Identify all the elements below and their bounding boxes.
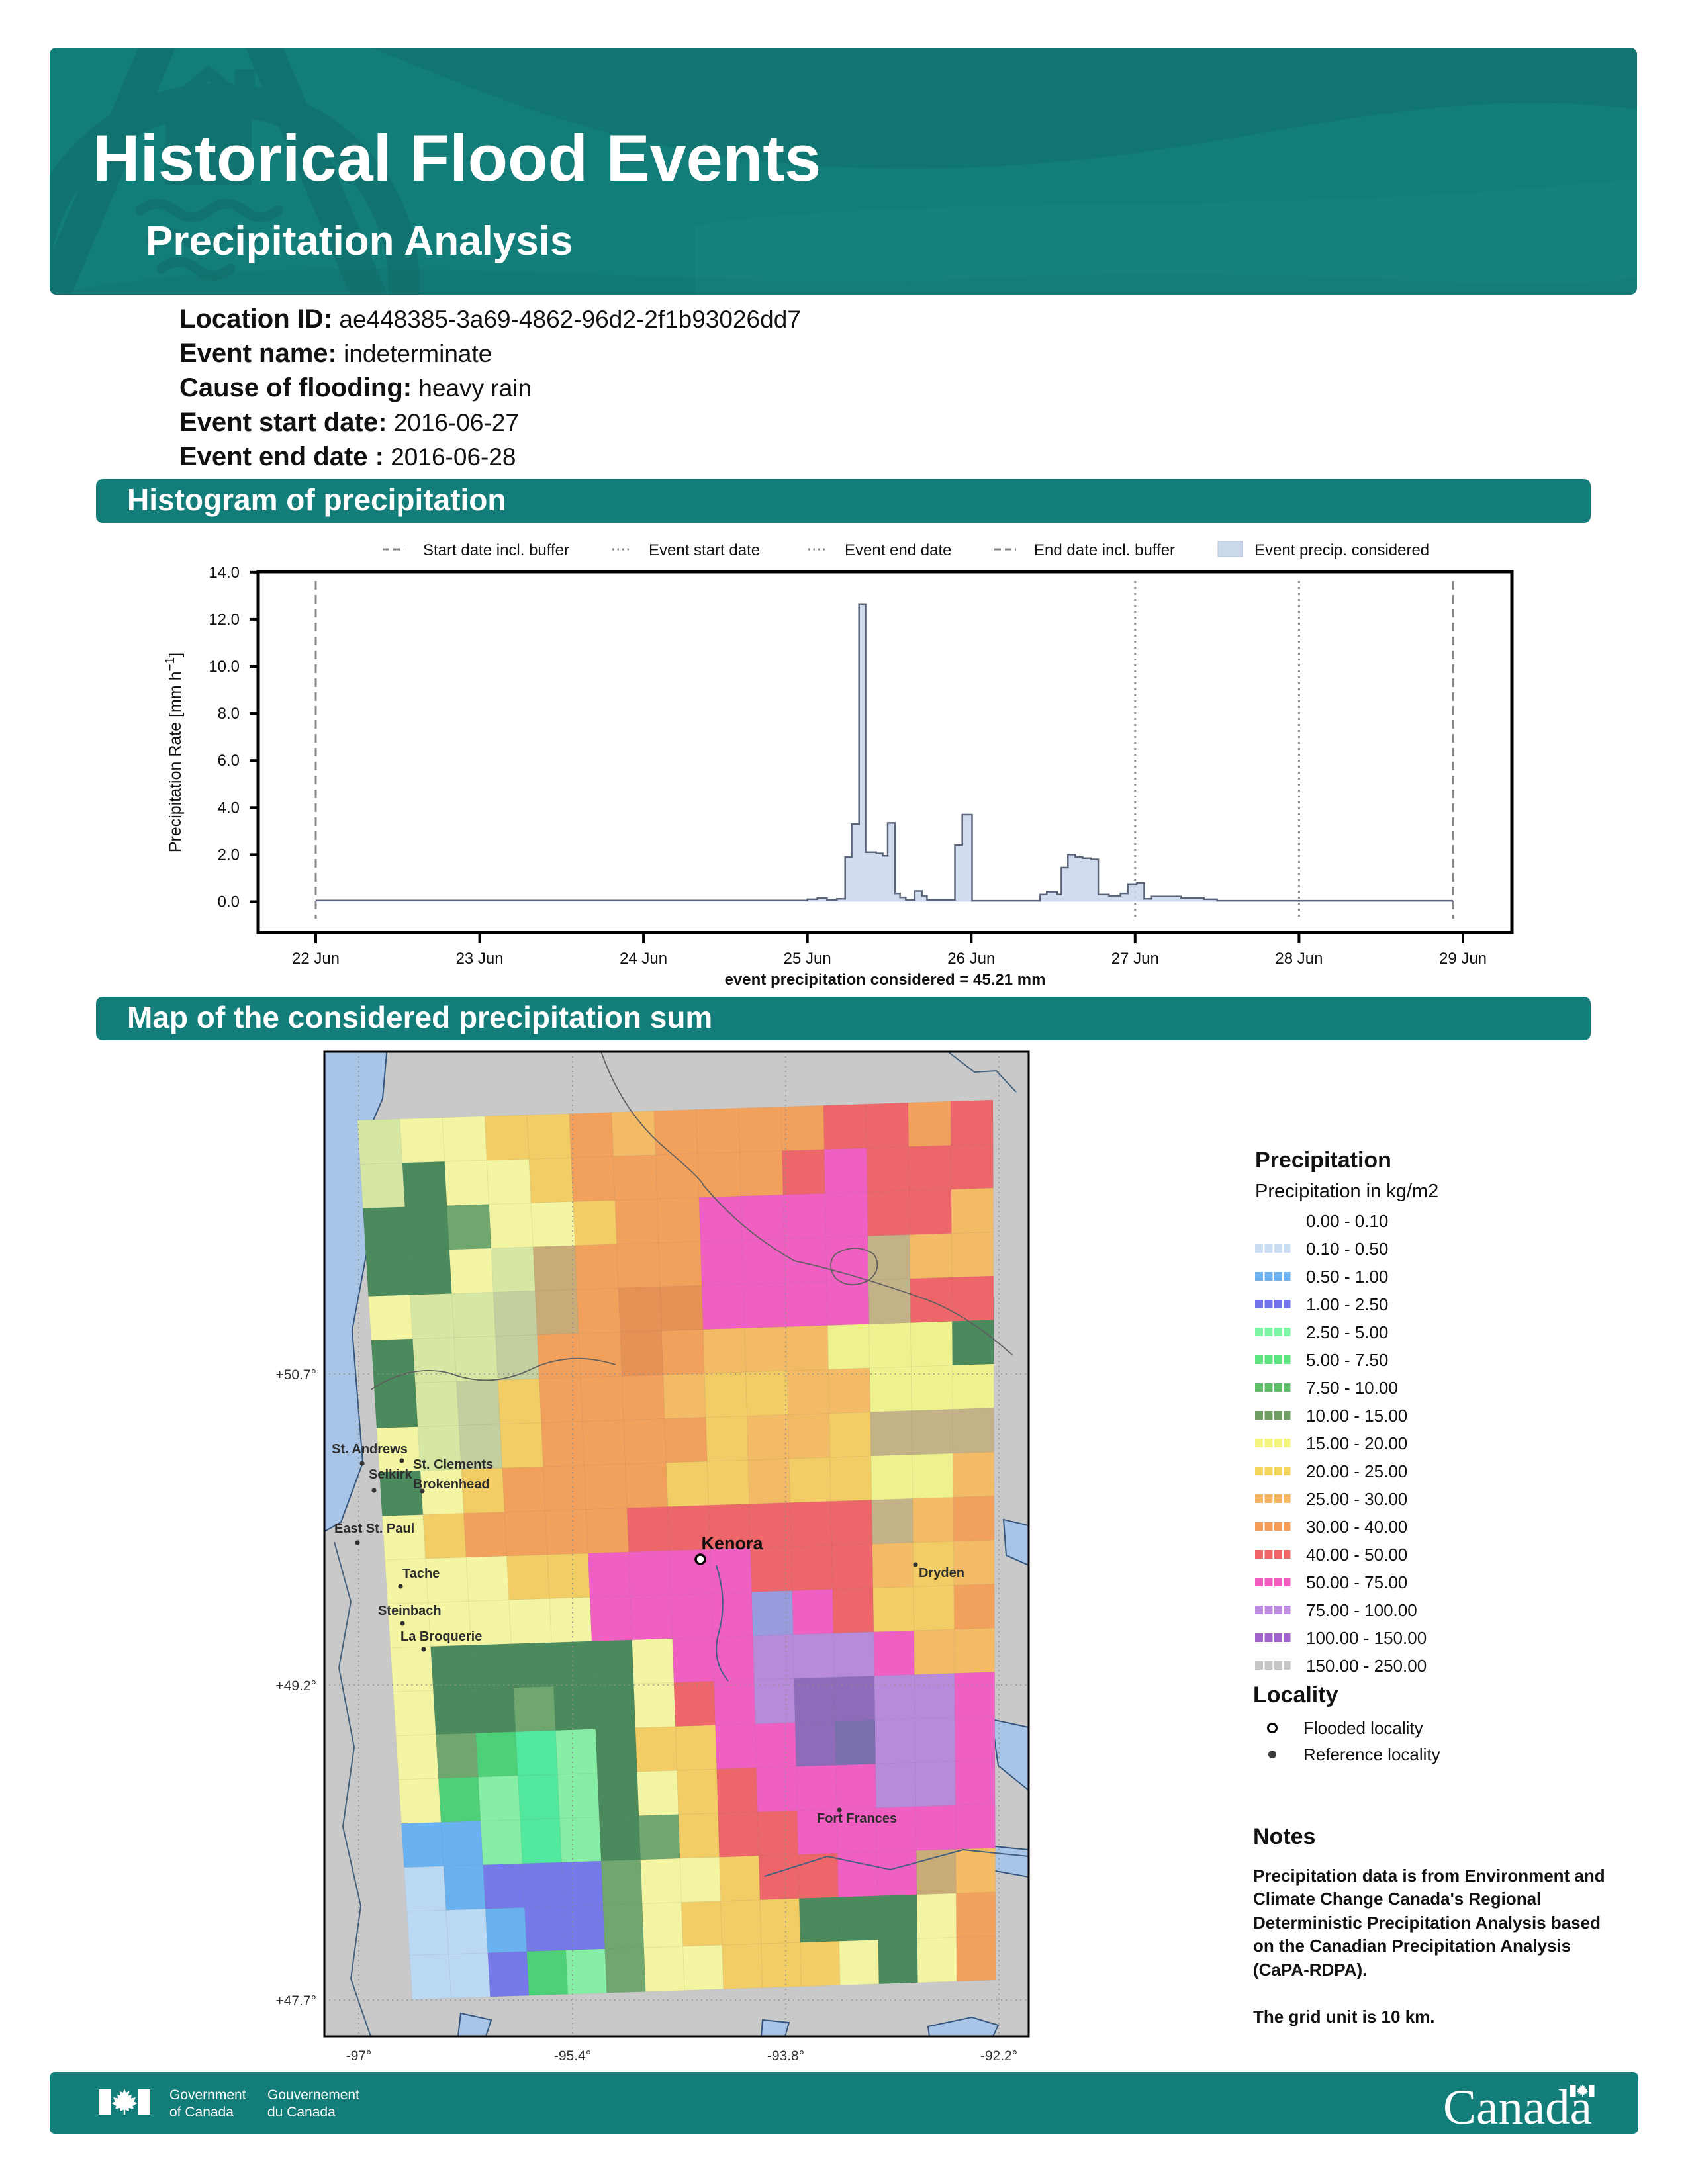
svg-text:20.00 - 25.00: 20.00 - 25.00	[1306, 1461, 1407, 1481]
svg-text:St. Clements: St. Clements	[413, 1457, 493, 1472]
svg-text:-97°: -97°	[346, 2048, 372, 2064]
svg-text:2.50 - 5.00: 2.50 - 5.00	[1306, 1322, 1388, 1342]
svg-text:27 Jun: 27 Jun	[1111, 950, 1159, 968]
svg-text:14.0: 14.0	[209, 564, 240, 582]
svg-text:2.0: 2.0	[218, 846, 240, 864]
svg-text:0.50 - 1.00: 0.50 - 1.00	[1306, 1267, 1388, 1287]
svg-text:Brokenhead: Brokenhead	[413, 1477, 490, 1492]
svg-text:50.00 - 75.00: 50.00 - 75.00	[1306, 1572, 1407, 1592]
svg-text:Event end date: Event end date	[845, 541, 951, 559]
svg-text:St. Andrews: St. Andrews	[332, 1442, 408, 1457]
svg-text:-92.2°: -92.2°	[980, 2048, 1017, 2064]
svg-text:Precipitation Rate [mm h−1]: Precipitation Rate [mm h−1]	[164, 653, 185, 852]
svg-text:Steinbach: Steinbach	[378, 1604, 442, 1618]
svg-text:4.0: 4.0	[218, 799, 240, 817]
svg-text:0.00 - 0.10: 0.00 - 0.10	[1306, 1211, 1388, 1231]
svg-text:Fort Frances: Fort Frances	[817, 1811, 897, 1826]
svg-text:22 Jun: 22 Jun	[292, 950, 340, 968]
svg-text:15.00 - 20.00: 15.00 - 20.00	[1306, 1433, 1407, 1453]
svg-text:Precipitation in kg/m2: Precipitation in kg/m2	[1255, 1181, 1438, 1202]
svg-text:Tache: Tache	[402, 1567, 440, 1581]
svg-text:Event start date: 2016-06-27: Event start date: 2016-06-27	[179, 408, 519, 437]
svg-text:40.00 - 50.00: 40.00 - 50.00	[1306, 1545, 1407, 1565]
svg-text:25.00 - 30.00: 25.00 - 30.00	[1306, 1489, 1407, 1509]
svg-text:26 Jun: 26 Jun	[947, 950, 995, 968]
svg-text:0.0: 0.0	[218, 893, 240, 911]
svg-text:1.00 - 2.50: 1.00 - 2.50	[1306, 1295, 1388, 1314]
svg-text:23 Jun: 23 Jun	[456, 950, 504, 968]
svg-text:Location ID: ae448385-3a69-486: Location ID: ae448385-3a69-4862-96d2-2f1…	[179, 304, 801, 334]
svg-text:5.00 - 7.50: 5.00 - 7.50	[1306, 1350, 1388, 1370]
svg-text:100.00 - 150.00: 100.00 - 150.00	[1306, 1628, 1427, 1648]
svg-text:28 Jun: 28 Jun	[1275, 950, 1323, 968]
svg-text:12.0: 12.0	[209, 611, 240, 629]
svg-text:6.0: 6.0	[218, 752, 240, 770]
svg-text:du Canada: du Canada	[267, 2105, 336, 2120]
svg-text:East St. Paul: East St. Paul	[334, 1522, 414, 1536]
svg-text:Climate Change Canada's Region: Climate Change Canada's Regional	[1253, 1889, 1541, 1909]
svg-text:Cause of flooding: heavy rain: Cause of flooding: heavy rain	[179, 373, 532, 402]
svg-text:+50.7°: +50.7°	[275, 1367, 316, 1383]
svg-text:0.10 - 0.50: 0.10 - 0.50	[1306, 1239, 1388, 1259]
svg-text:Precipitation data is from Env: Precipitation data is from Environment a…	[1253, 1866, 1605, 1886]
svg-text:10.0: 10.0	[209, 658, 240, 676]
svg-text:Start date incl. buffer: Start date incl. buffer	[423, 541, 569, 559]
svg-text:29 Jun: 29 Jun	[1439, 950, 1487, 968]
svg-text:Histogram of precipitation: Histogram of precipitation	[127, 482, 506, 517]
svg-text:Precipitation Analysis: Precipitation Analysis	[146, 218, 573, 264]
svg-text:10.00 - 15.00: 10.00 - 15.00	[1306, 1406, 1407, 1426]
svg-text:Kenora: Kenora	[701, 1533, 763, 1553]
svg-text:Historical Flood Events: Historical Flood Events	[93, 121, 821, 195]
svg-text:Dryden: Dryden	[919, 1566, 964, 1580]
svg-text:25 Jun: 25 Jun	[784, 950, 831, 968]
svg-text:Government: Government	[169, 2087, 246, 2103]
svg-text:24 Jun: 24 Jun	[620, 950, 667, 968]
svg-text:(CaPA-RDPA).: (CaPA-RDPA).	[1253, 1960, 1367, 1979]
svg-text:The grid unit is 10 km.: The grid unit is 10 km.	[1253, 2007, 1435, 2026]
svg-text:+49.2°: +49.2°	[275, 1678, 316, 1694]
svg-text:-93.8°: -93.8°	[767, 2048, 804, 2064]
svg-text:-95.4°: -95.4°	[554, 2048, 591, 2064]
svg-text:30.00 - 40.00: 30.00 - 40.00	[1306, 1517, 1407, 1537]
svg-text:7.50 - 10.00: 7.50 - 10.00	[1306, 1378, 1398, 1398]
svg-text:Event precip. considered: Event precip. considered	[1254, 541, 1429, 559]
svg-text:Gouvernement: Gouvernement	[267, 2087, 359, 2103]
svg-text:Notes: Notes	[1253, 1824, 1315, 1849]
svg-text:Event end date : 2016-06-28: Event end date : 2016-06-28	[179, 442, 516, 471]
svg-text:Locality: Locality	[1253, 1682, 1338, 1707]
svg-text:75.00 - 100.00: 75.00 - 100.00	[1306, 1600, 1417, 1620]
svg-text:Event name: indeterminate: Event name: indeterminate	[179, 339, 492, 368]
svg-text:on the Canadian Precipitation: on the Canadian Precipitation Analysis	[1253, 1936, 1571, 1956]
svg-text:Canada: Canada	[1443, 2080, 1592, 2135]
svg-text:End date incl. buffer: End date incl. buffer	[1034, 541, 1175, 559]
svg-text:La Broquerie: La Broquerie	[400, 1629, 482, 1644]
svg-text:8.0: 8.0	[218, 705, 240, 723]
svg-text:+47.7°: +47.7°	[275, 1993, 316, 2009]
svg-text:Reference locality: Reference locality	[1303, 1745, 1440, 1764]
svg-text:Deterministic Precipitation An: Deterministic Precipitation Analysis bas…	[1253, 1913, 1601, 1933]
svg-text:event precipitation considered: event precipitation considered = 45.21 m…	[725, 971, 1046, 989]
svg-text:Selkirk: Selkirk	[369, 1467, 412, 1482]
svg-text:of Canada: of Canada	[169, 2105, 234, 2120]
svg-text:Precipitation: Precipitation	[1255, 1148, 1391, 1173]
svg-text:Event start date: Event start date	[649, 541, 760, 559]
svg-text:150.00 - 250.00: 150.00 - 250.00	[1306, 1656, 1427, 1676]
svg-text:Flooded locality: Flooded locality	[1303, 1718, 1423, 1738]
svg-text:Map of the considered precipit: Map of the considered precipitation sum	[127, 1000, 712, 1034]
